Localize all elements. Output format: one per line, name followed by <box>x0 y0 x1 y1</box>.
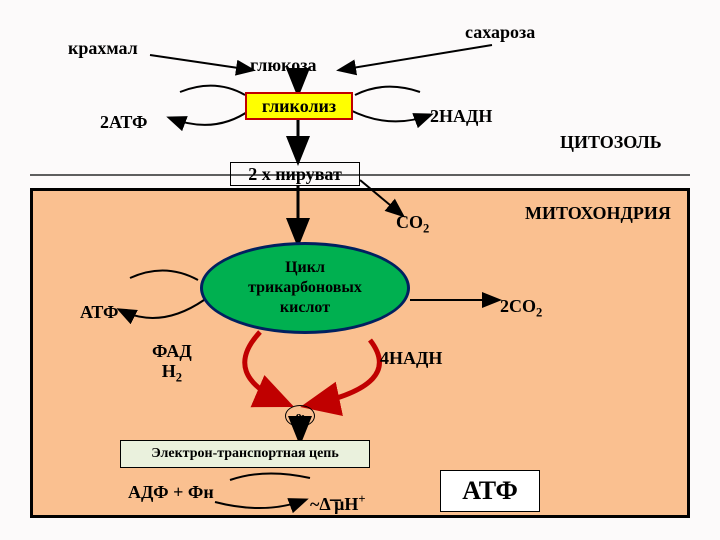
label-nadh2: 2НАДН <box>430 106 492 127</box>
etc-text: Электрон-транспортная цепь <box>151 446 339 462</box>
label-nadh4: 4НАДН <box>380 348 442 369</box>
box-pyruvate: 2 х пируват <box>230 162 360 186</box>
pyruvate-text: 2 х пируват <box>248 164 342 185</box>
box-etc: Электрон-транспортная цепь <box>120 440 370 468</box>
label-sucrose: сахароза <box>465 22 535 43</box>
label-fadh2: ФАДН2 <box>152 342 192 385</box>
label-cytosol: ЦИТОЗОЛЬ <box>560 132 662 153</box>
ellipse-e: е- <box>285 405 315 427</box>
atp-final-text: АТФ <box>462 476 518 506</box>
label-delta-mh: _~Δ μН+ <box>310 492 366 515</box>
label-starch: крахмал <box>68 38 138 59</box>
box-atp-final: АТФ <box>440 470 540 512</box>
label-atp2: 2АТФ <box>100 112 148 133</box>
label-co2: СО2 <box>396 212 429 237</box>
diagram-canvas: { "labels": { "starch": "крахмал", "sucr… <box>0 0 720 540</box>
label-adp-pi: АДФ + Фн <box>128 482 214 503</box>
glycolysis-text: гликолиз <box>262 96 336 117</box>
label-atp: АТФ <box>80 302 119 323</box>
ellipse-tca: Циклтрикарбоновыхкислот <box>200 242 410 334</box>
label-co2-2: 2СО2 <box>500 296 542 321</box>
label-glucose: глюкоза <box>250 55 316 76</box>
tca-text: Циклтрикарбоновыхкислот <box>248 258 362 318</box>
box-glycolysis: гликолиз <box>245 92 353 120</box>
label-mitochondrion: МИТОХОНДРИЯ <box>525 203 671 224</box>
fadh2-text: ФАДН <box>152 341 192 381</box>
mitochondrion-box <box>30 188 690 518</box>
